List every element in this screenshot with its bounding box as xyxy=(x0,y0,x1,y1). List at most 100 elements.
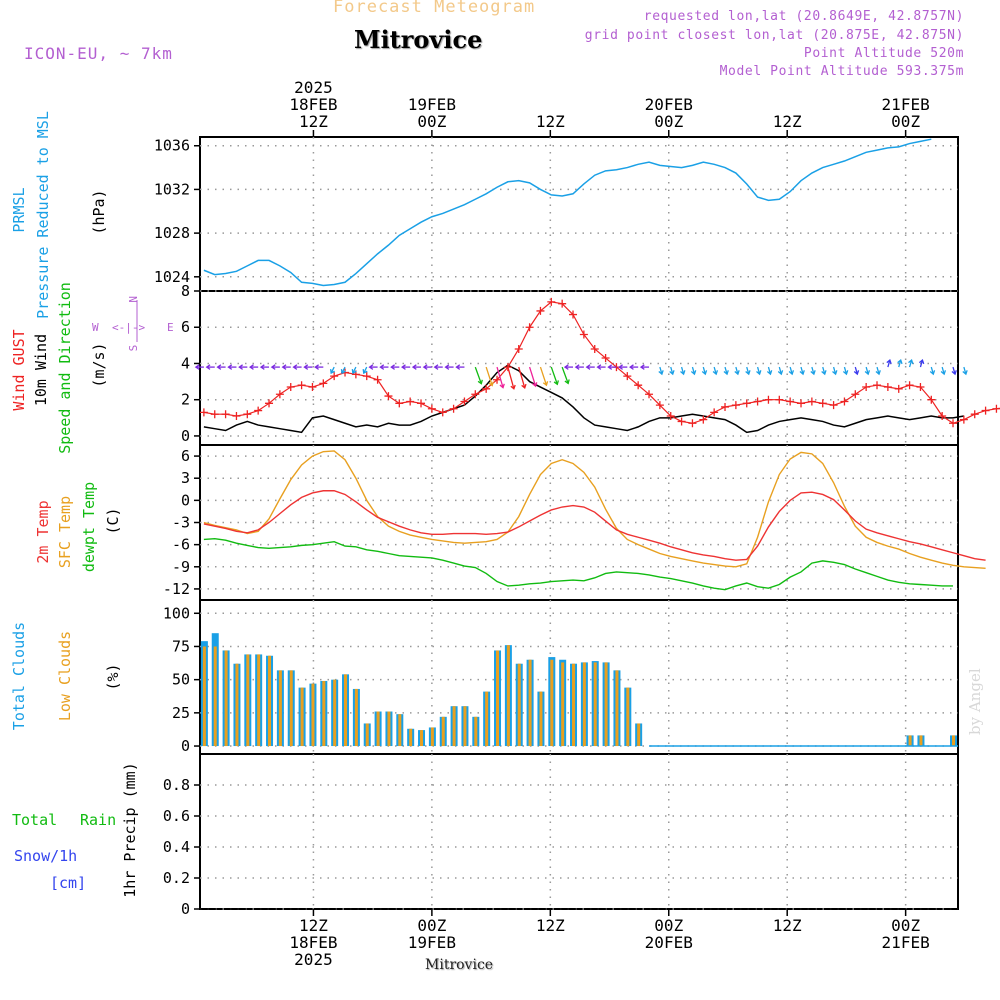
x-tick-label-bottom: 19FEB xyxy=(408,933,456,952)
bar-low-clouds xyxy=(919,735,923,747)
label-rain: Rain xyxy=(80,811,116,829)
y-tick-label: 100 xyxy=(163,604,190,622)
wind-direction-arrow xyxy=(789,366,793,375)
bar-low-clouds xyxy=(354,688,358,747)
wind-direction-arrowhead xyxy=(658,370,664,376)
compass-s: S xyxy=(127,345,140,352)
wind-direction-arrowhead xyxy=(329,369,335,375)
label-sfc-temp: SFC Temp xyxy=(56,496,74,568)
wind-direction-arrow xyxy=(778,366,782,375)
gust-marker xyxy=(797,399,806,408)
wind-direction-arrow xyxy=(528,366,537,387)
label-pressure-unit: (hPa) xyxy=(90,189,108,234)
gust-marker xyxy=(623,372,632,381)
gust-marker xyxy=(905,381,914,390)
wind-direction-arrowhead xyxy=(510,384,516,390)
gust-marker xyxy=(536,306,545,315)
bar-low-clouds xyxy=(572,663,576,747)
bar-low-clouds xyxy=(474,716,478,747)
bar-low-clouds xyxy=(224,650,228,747)
wind-direction-arrowhead xyxy=(639,364,645,370)
label-temp-unit: (C) xyxy=(104,507,122,534)
wind-direction-arrow xyxy=(919,359,924,368)
y-tick-label: -3 xyxy=(172,514,190,532)
wind-direction-arrowhead xyxy=(379,364,385,370)
bar-low-clouds xyxy=(409,728,413,747)
y-tick-label: -9 xyxy=(172,558,190,576)
wind-direction-arrowhead xyxy=(940,370,947,376)
gust-marker xyxy=(873,381,882,390)
y-tick-label: 0.6 xyxy=(163,807,190,825)
wind-direction-arrowhead xyxy=(216,364,222,370)
wind-direction-arrowhead xyxy=(618,364,623,370)
bar-low-clouds xyxy=(582,662,586,747)
bar-low-clouds xyxy=(908,735,912,747)
wind-direction-arrowhead xyxy=(542,381,549,387)
x-tick-label-top: 19FEB xyxy=(408,95,456,114)
wind-direction-arrowhead xyxy=(908,358,914,365)
gust-marker xyxy=(677,417,686,426)
bar-low-clouds xyxy=(528,659,532,747)
bar-low-clouds xyxy=(311,683,315,747)
wind-direction-arrow xyxy=(952,366,956,375)
label-2m-temp: 2m Temp xyxy=(34,500,52,563)
gust-marker xyxy=(818,399,827,408)
y-tick-label: 0.4 xyxy=(163,838,190,856)
gust-marker xyxy=(688,419,697,428)
compass-w: W xyxy=(92,321,99,334)
y-tick-label: 2 xyxy=(181,391,190,409)
gust-marker xyxy=(265,399,274,408)
y-tick-label: 8 xyxy=(181,282,190,300)
label-dewpt-temp: dewpt Temp xyxy=(80,482,98,572)
y-tick-label: 0 xyxy=(181,427,190,445)
bar-low-clouds xyxy=(268,655,272,747)
wind-direction-arrowhead xyxy=(563,364,569,370)
bar-low-clouds xyxy=(376,711,380,747)
bar-low-clouds xyxy=(246,654,250,747)
wind-direction-arrowhead xyxy=(249,364,254,370)
bar-low-clouds xyxy=(278,670,282,747)
gust-marker xyxy=(210,410,219,419)
gust-marker xyxy=(297,381,306,390)
y-tick-label: 1036 xyxy=(154,137,190,155)
gust-marker xyxy=(417,399,426,408)
wind-direction-arrowhead xyxy=(314,364,319,370)
wind-direction-arrow xyxy=(832,366,837,375)
wind-direction-arrow xyxy=(767,366,772,375)
bar-low-clouds xyxy=(561,662,565,747)
wind-direction-arrow xyxy=(876,366,880,375)
wind-direction-arrowhead xyxy=(259,364,265,370)
wind-direction-arrowhead xyxy=(821,370,827,376)
wind-direction-arrow xyxy=(930,366,934,375)
wind-direction-arrowhead xyxy=(690,370,697,376)
compass-n: N xyxy=(127,296,140,303)
wind-direction-arrow xyxy=(800,366,804,375)
wind-direction-arrowhead xyxy=(766,370,773,376)
wind-direction-arrowhead xyxy=(951,370,957,376)
x-tick-label-bottom: 20FEB xyxy=(645,933,693,952)
gust-marker xyxy=(807,397,816,406)
wind-direction-arrowhead xyxy=(270,364,276,370)
series-wind-gust xyxy=(203,301,1000,424)
wind-direction-arrowhead xyxy=(303,364,309,370)
wind-direction-arrowhead xyxy=(340,369,346,375)
gust-marker xyxy=(731,401,740,410)
wind-direction-arrowhead xyxy=(564,379,570,385)
series-sfc-temp xyxy=(203,450,986,569)
wind-direction-arrowhead xyxy=(810,370,816,376)
wind-direction-arrowhead xyxy=(842,370,849,376)
wind-direction-arrowhead xyxy=(422,364,428,370)
bar-low-clouds xyxy=(539,691,543,747)
compass-ew-arrow: <-|-> xyxy=(112,321,145,334)
wind-direction-arrowhead xyxy=(390,364,395,370)
wind-direction-arrow xyxy=(702,366,706,375)
gust-marker xyxy=(992,404,1000,413)
wind-direction-arrowhead xyxy=(488,381,494,387)
wind-direction-arrow xyxy=(496,366,504,388)
label-snow-unit: [cm] xyxy=(50,874,86,892)
gust-marker xyxy=(666,412,675,421)
gust-marker xyxy=(319,379,328,388)
location-title: Mitrovice xyxy=(354,25,483,54)
label-wind-unit: (m/s) xyxy=(90,342,108,387)
